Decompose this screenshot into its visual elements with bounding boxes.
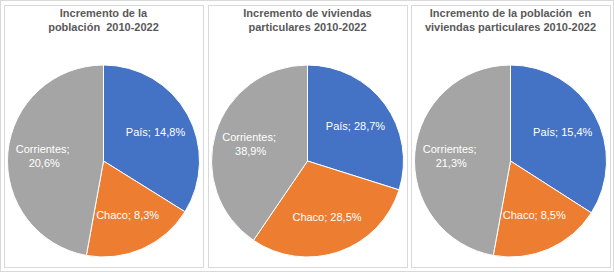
data-label: Chaco; 8,3% — [96, 209, 159, 221]
chart-title: Incremento de la población enviviendas p… — [425, 7, 596, 33]
data-labels: País; 28,7% Chaco; 28,5% Corrientes; 38,9% — [222, 120, 385, 223]
pie — [7, 65, 199, 257]
pie-panel: Incremento de la población enviviendas p… — [412, 6, 611, 268]
chart-title: Incremento de viviendasparticulares 2010… — [243, 7, 371, 33]
data-label: País; 28,7% — [326, 120, 386, 132]
data-label: Corrientes; 20,6% — [16, 143, 73, 169]
data-label: País; 15,4% — [533, 126, 593, 138]
pie — [212, 65, 404, 257]
pie-panel: Incremento de lapoblación 2010-2022 País;… — [5, 6, 204, 268]
data-label: Corrientes; 21,3% — [423, 143, 480, 169]
figure: Incremento de lapoblación 2010-2022 País;… — [0, 0, 614, 272]
chart-title: Incremento de lapoblación 2010-2022 — [48, 7, 159, 33]
panel-frame — [412, 6, 611, 268]
data-label: País; 14,8% — [126, 126, 186, 138]
data-labels: País; 15,4% Chaco; 8,5% Corrientes; 21,3% — [423, 126, 593, 221]
panel-frame — [5, 6, 204, 268]
data-labels: País; 14,8% Chaco; 8,3% Corrientes; 20,6% — [16, 126, 186, 221]
pie — [414, 65, 606, 257]
pie-slice — [7, 65, 103, 255]
data-label: Chaco; 28,5% — [292, 211, 361, 223]
data-label: Chaco; 8,5% — [503, 209, 566, 221]
panel-frame — [209, 6, 408, 268]
pie-slice — [414, 65, 510, 255]
pie-panel: Incremento de viviendasparticulares 2010… — [209, 6, 408, 268]
figure-frame — [1, 1, 614, 272]
data-label: Corrientes; 38,9% — [222, 131, 279, 157]
